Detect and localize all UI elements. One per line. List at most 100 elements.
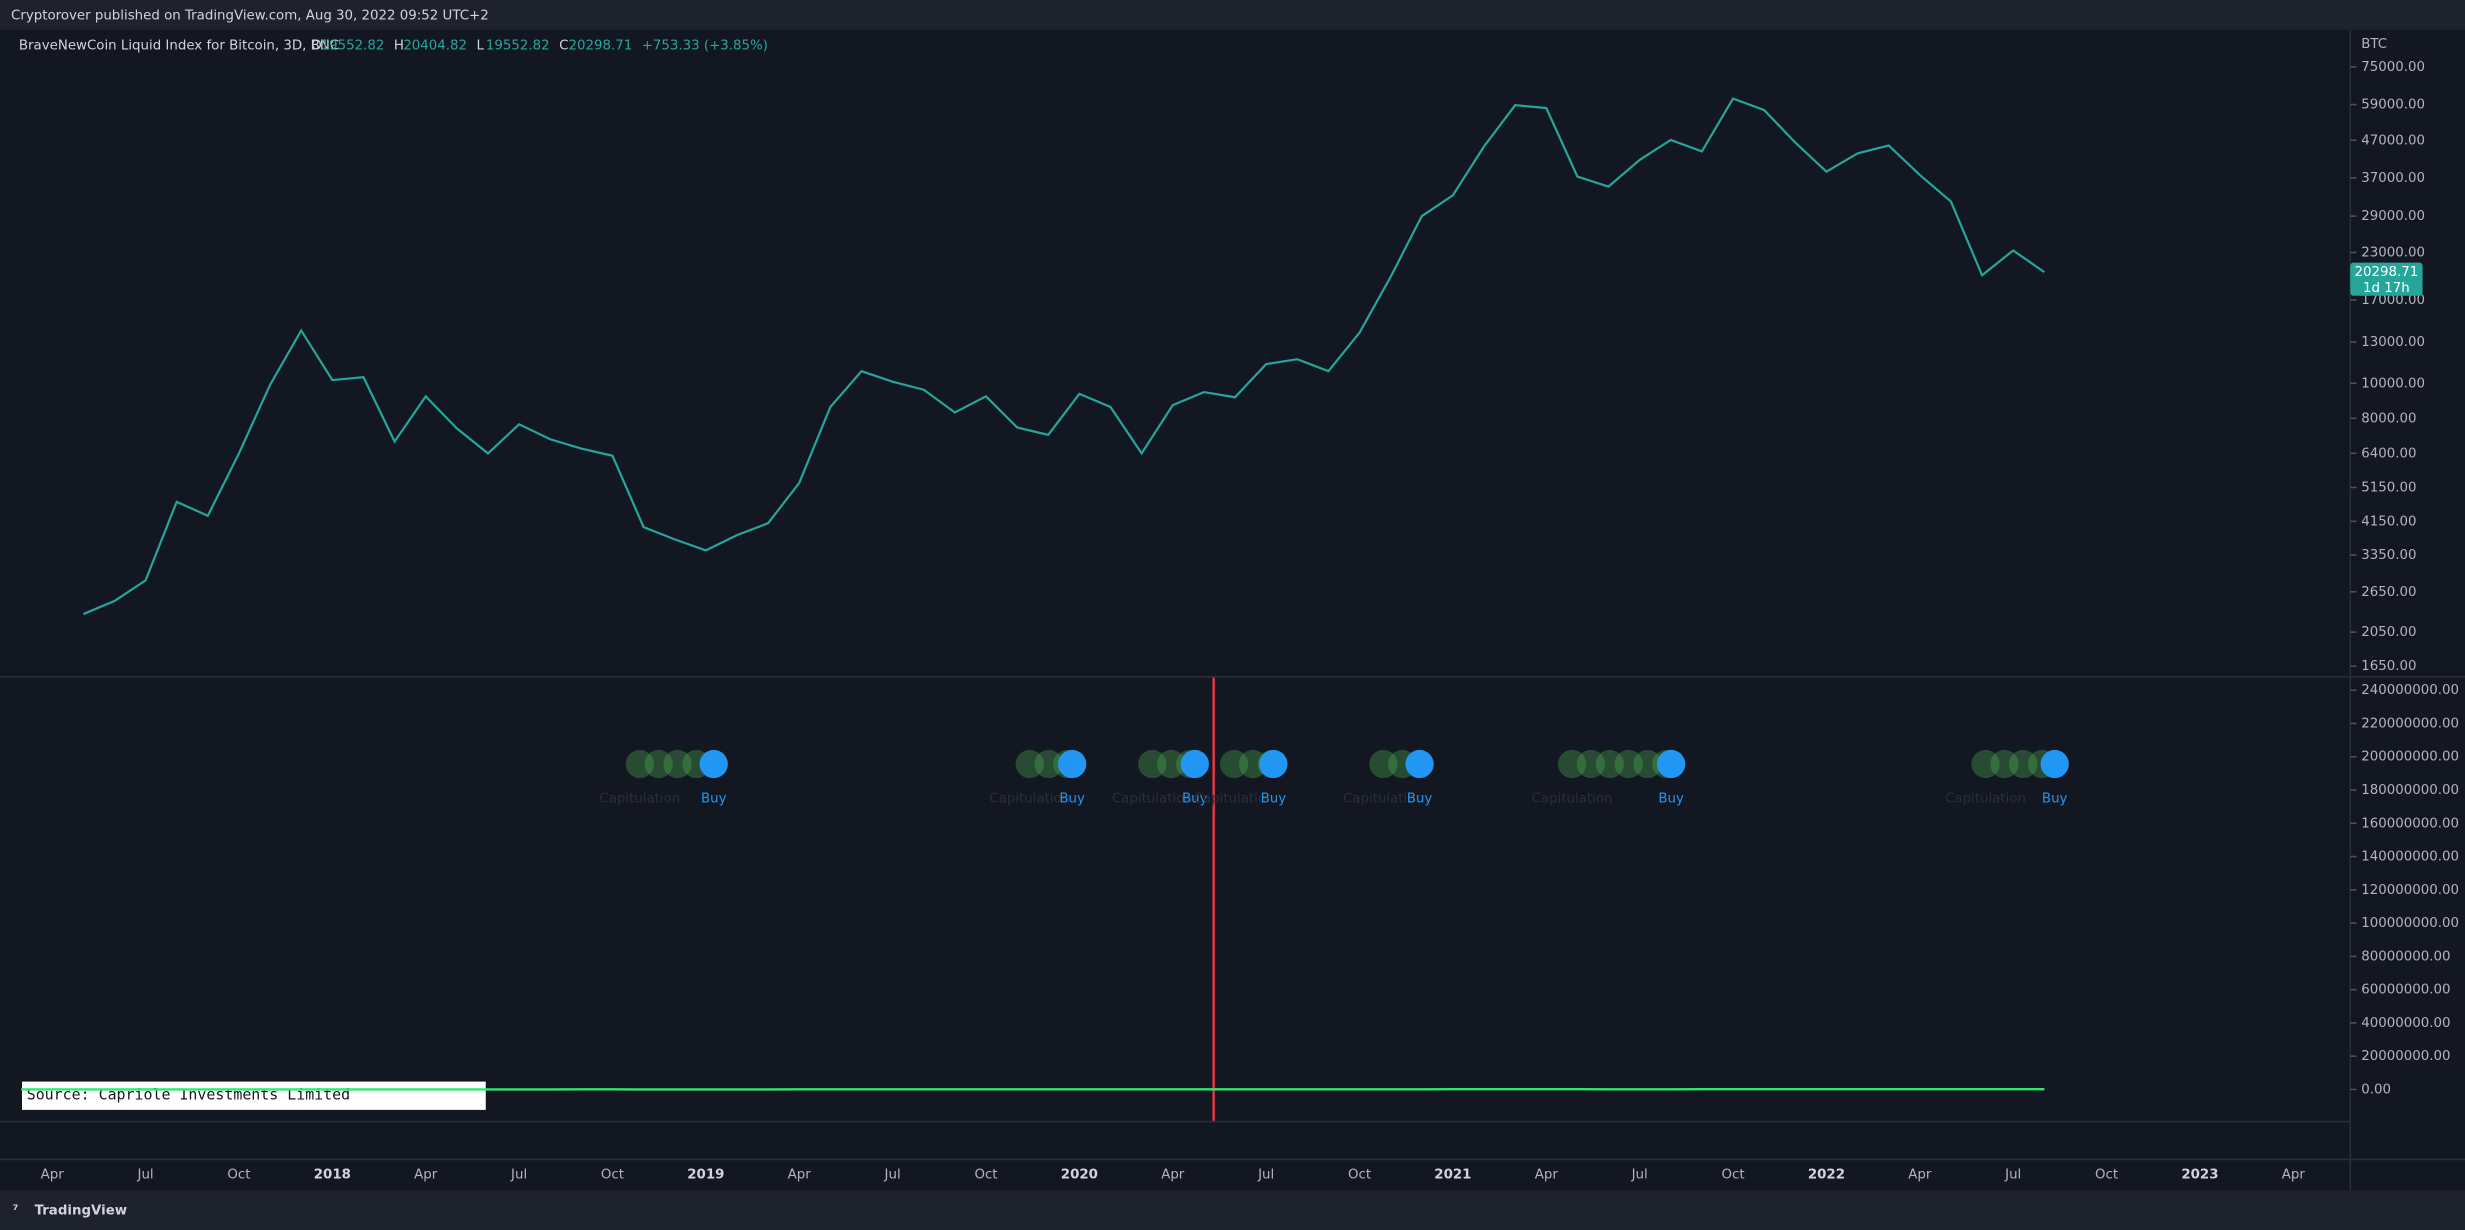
signal-capitulation-label: Capitulation	[1112, 792, 1193, 807]
legend-ohlc-value: 19552.82	[486, 39, 550, 54]
signal-capitulation-label: Capitulation	[1194, 792, 1275, 807]
y-tick-label: 5150.00	[2361, 480, 2416, 495]
y-tick-label: 180000000.00	[2361, 783, 2459, 798]
legend-ohlc-value: 20298.71	[569, 39, 633, 54]
y-tick-label: 240000000.00	[2361, 683, 2459, 698]
legend-ohlc-label: L	[476, 39, 484, 54]
signal-capitulation-label: Capitulation	[599, 792, 680, 807]
y-tick-label: 2050.00	[2361, 625, 2416, 640]
signal-dot	[1633, 749, 1662, 779]
legend-ohlc-label: O	[311, 39, 322, 54]
signal-buy-label: Buy	[1261, 792, 1287, 807]
x-tick-label: Apr	[2282, 1167, 2306, 1182]
y-tick-label: 20000000.00	[2361, 1049, 2450, 1064]
x-tick-label: Jul	[137, 1167, 154, 1182]
x-tick-label: Jul	[510, 1167, 527, 1182]
y-tick-label: 59000.00	[2361, 98, 2425, 113]
x-tick-label: 2019	[687, 1167, 724, 1182]
price-tag-countdown: 1d 17h	[2363, 281, 2410, 296]
y-tick-label: 47000.00	[2361, 133, 2425, 148]
signal-dot	[1595, 749, 1624, 779]
signal-buy-dot	[1259, 749, 1288, 779]
x-tick-label: 2023	[2181, 1167, 2218, 1182]
signal-dot	[1576, 749, 1606, 779]
signal-dot	[1971, 749, 2000, 779]
signal-dot	[1990, 749, 2019, 779]
y-tick-label: 80000000.00	[2361, 949, 2450, 964]
y-tick-label: 3350.00	[2361, 548, 2416, 563]
top-bar	[0, 0, 2465, 30]
signal-capitulation-label: Capitulation	[989, 792, 1070, 807]
x-tick-label: Jul	[1631, 1167, 1648, 1182]
x-tick-label: Apr	[1161, 1167, 1185, 1182]
x-tick-label: Apr	[788, 1167, 812, 1182]
source-box	[22, 1081, 486, 1110]
signal-capitulation-label: Capitulation	[1532, 792, 1613, 807]
signal-dot	[1238, 749, 1268, 779]
legend-ohlc-label: H	[394, 39, 404, 54]
y-tick-label: 160000000.00	[2361, 816, 2459, 831]
legend-ohlc-value: 19552.82	[321, 39, 385, 54]
y-tick-label: 13000.00	[2361, 335, 2425, 350]
x-tick-label: 2018	[314, 1167, 351, 1182]
signal-buy-dot	[1058, 749, 1087, 779]
signal-dot	[2009, 749, 2038, 779]
y-tick-label: 17000.00	[2361, 293, 2425, 308]
y-tick-label: 60000000.00	[2361, 983, 2450, 998]
legend-ohlc-value: 20404.82	[403, 39, 467, 54]
x-tick-label: Oct	[227, 1167, 250, 1182]
signal-dot	[1369, 749, 1398, 779]
y-tick-label: 4150.00	[2361, 514, 2416, 529]
y-tick-label: 8000.00	[2361, 411, 2416, 426]
y-tick-label: 23000.00	[2361, 245, 2425, 260]
x-tick-label: Jul	[1257, 1167, 1274, 1182]
signal-buy-dot	[1656, 749, 1686, 779]
y-tick-label: 140000000.00	[2361, 850, 2459, 865]
signal-buy-label: Buy	[701, 792, 727, 807]
y-tick-label: 40000000.00	[2361, 1016, 2450, 1031]
signal-dot	[1219, 749, 1249, 779]
y-tick-label: 6400.00	[2361, 446, 2416, 461]
y-tick-label: 0.00	[2361, 1082, 2391, 1097]
signal-dot	[1157, 749, 1186, 779]
y-tick-label: 37000.00	[2361, 171, 2425, 186]
y-tick-label: 10000.00	[2361, 376, 2425, 391]
legend-change: +753.33 (+3.85%)	[642, 39, 768, 54]
signal-buy-dot	[1180, 749, 1209, 779]
legend-name: BraveNewCoin Liquid Index for Bitcoin, 3…	[19, 39, 339, 54]
price-tag	[2350, 262, 2423, 296]
publisher: Cryptorover published on TradingView.com…	[11, 9, 489, 24]
signal-dot	[663, 749, 692, 779]
signal-dot	[625, 749, 654, 779]
legend-ohlc-label: C	[559, 39, 568, 54]
x-tick-label: Oct	[974, 1167, 997, 1182]
signal-capitulation-label: Capitulation	[1945, 792, 2026, 807]
y-tick-label: 120000000.00	[2361, 883, 2459, 898]
x-tick-label: 2021	[1434, 1167, 1471, 1182]
footer-brand: TradingView	[35, 1203, 128, 1218]
signal-dot	[644, 749, 673, 779]
signal-dot	[1015, 749, 1044, 779]
signal-buy-dot	[2040, 749, 2069, 779]
y-tick-label: 1650.00	[2361, 659, 2416, 674]
x-tick-label: Oct	[2095, 1167, 2118, 1182]
x-tick-label: Apr	[1908, 1167, 1932, 1182]
signal-dot	[1034, 749, 1063, 779]
x-tick-label: Jul	[2004, 1167, 2021, 1182]
signal-buy-dot	[699, 749, 728, 779]
price-tag-value: 20298.71	[2355, 265, 2419, 280]
series-line	[82, 97, 2045, 616]
y-unit: BTC	[2361, 37, 2387, 52]
signal-buy-label: Buy	[1658, 792, 1684, 807]
footer-logo: ⁷	[13, 1203, 19, 1218]
x-tick-label: 2022	[1808, 1167, 1845, 1182]
x-tick-label: Apr	[41, 1167, 65, 1182]
y-tick-label: 100000000.00	[2361, 916, 2459, 931]
x-tick-label: Oct	[1348, 1167, 1371, 1182]
signal-dot	[1614, 749, 1643, 779]
signal-dot	[1557, 749, 1587, 779]
y-tick-label: 220000000.00	[2361, 716, 2459, 731]
signal-capitulation-label: Capitulation	[1343, 792, 1424, 807]
